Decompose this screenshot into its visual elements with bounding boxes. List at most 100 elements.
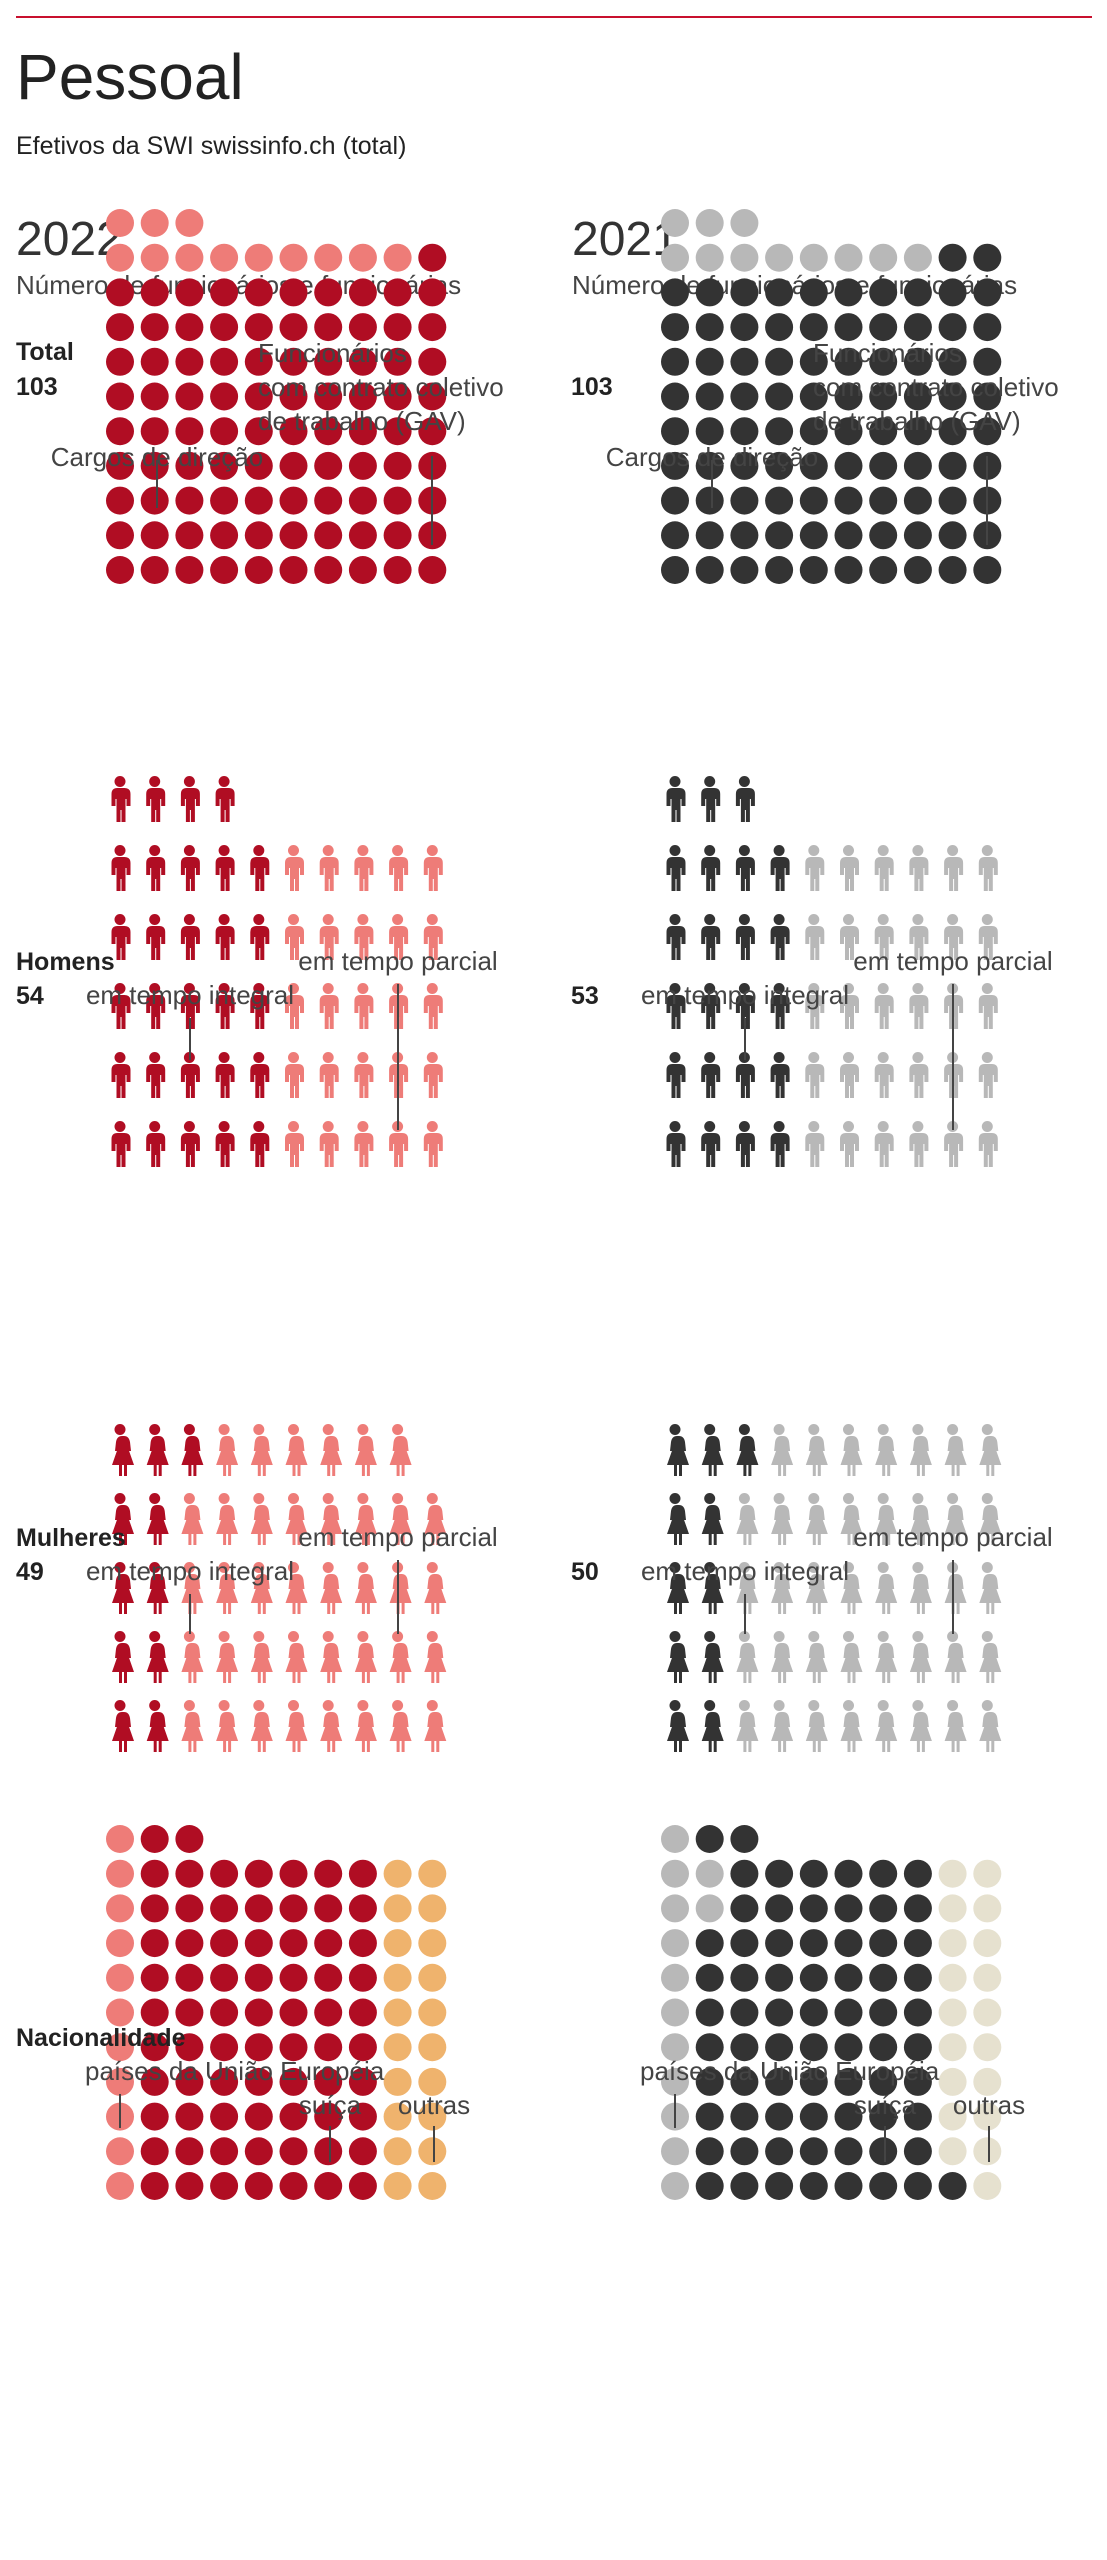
- nationality-icon-2022: [348, 1963, 377, 1992]
- men-icon-2022: [319, 914, 339, 960]
- nationality-icon-2022: [244, 1894, 273, 1923]
- total-icon-2021: [973, 243, 1002, 272]
- nationality-icon-2021: [730, 2033, 759, 2062]
- total-icon-2022: [418, 313, 447, 342]
- total-label-1: com contrato coletivo: [258, 372, 504, 402]
- nationality-icon-2022: [314, 2067, 343, 2096]
- women-icon-2022: [112, 1562, 134, 1614]
- men-icon-2021: [840, 983, 859, 1029]
- men-icon-2022: [215, 845, 235, 891]
- nationality-icon-2021: [869, 1963, 898, 1992]
- total-icon-2022: [175, 243, 204, 272]
- total-icon-2021: [695, 347, 724, 376]
- women-icon-2021: [909, 1562, 932, 1614]
- nationality-icon-2021: [903, 1894, 932, 1923]
- nationality-icon-2021: [695, 2172, 724, 2200]
- men-icon-2022: [285, 983, 304, 1029]
- nationality-icon-2022: [244, 2172, 273, 2200]
- women-icon-2021: [701, 1631, 724, 1683]
- nationality-icon-2022: [383, 1929, 412, 1958]
- total-icon-2022: [140, 486, 169, 515]
- total-icon-2022: [348, 382, 377, 411]
- total-icon-2021: [695, 486, 724, 515]
- total-icon-2021: [695, 417, 724, 446]
- nationality-icon-2021: [730, 2067, 759, 2096]
- total-icon-2022: [279, 556, 308, 584]
- men-icon-2021: [840, 1121, 859, 1167]
- women-icon-2022: [424, 1493, 447, 1545]
- men-icon-2021: [666, 845, 686, 891]
- nationality-icon-2022: [418, 2067, 447, 2096]
- total-icon-2022: [175, 486, 204, 515]
- total-icon-2022: [314, 521, 343, 550]
- nationality-icon-2021: [695, 1859, 724, 1888]
- nationality-icon-2021: [799, 1859, 828, 1888]
- total-icon-2021: [661, 451, 689, 480]
- panel-2022-total: [106, 209, 447, 584]
- total-icon-2021: [765, 313, 794, 342]
- men-icon-2022: [423, 1121, 443, 1167]
- nationality-icon-2021: [834, 1963, 863, 1992]
- women-icon-2021: [909, 1424, 932, 1476]
- total-icon-2022: [279, 417, 308, 446]
- page-subtitle: Efetivos da SWI swissinfo.ch (total): [16, 132, 407, 160]
- men-icon-2021: [701, 845, 721, 891]
- nationality-icon-2022: [314, 2172, 343, 2200]
- nationality-icon-2021: [834, 2033, 863, 2062]
- nationality-icon-2021: [730, 2137, 759, 2166]
- women-icon-2021: [944, 1631, 967, 1683]
- women-icon-2021: [667, 1493, 689, 1545]
- nationality-icon-2021: [799, 2172, 828, 2200]
- women-icon-2021: [771, 1631, 794, 1683]
- men-icon-2021: [909, 1121, 929, 1167]
- total-icon-2022: [279, 382, 308, 411]
- nationality-label-0: países da União Européia: [640, 2056, 940, 2086]
- total-icon-2021: [938, 243, 967, 272]
- nationality-icon-2022: [210, 1998, 239, 2027]
- women-icon-2022: [250, 1493, 273, 1545]
- nationality-icon-2022: [348, 1929, 377, 1958]
- nationality-icon-2021: [695, 1894, 724, 1923]
- total-icon-2021: [695, 382, 724, 411]
- nationality-icon-2022: [244, 2067, 273, 2096]
- total-icon-2021: [973, 417, 1002, 446]
- women-icon-2021: [840, 1562, 863, 1614]
- men-icon-2022: [250, 1121, 270, 1167]
- men-icon-2022: [111, 1052, 131, 1098]
- total-icon-2022: [279, 486, 308, 515]
- women-icon-2021: [875, 1631, 898, 1683]
- men-icon-2021: [805, 914, 825, 960]
- nationality-icon-2022: [140, 2137, 169, 2166]
- nationality-icon-2022: [106, 1825, 134, 1853]
- women-icon-2021: [701, 1424, 724, 1476]
- total-heading: Total: [16, 338, 74, 366]
- total-icon-2021: [695, 556, 724, 584]
- nationality-icon-2022: [348, 1894, 377, 1923]
- total-icon-2021: [695, 313, 724, 342]
- men-icon-2021: [666, 1052, 686, 1098]
- men-label-1: em tempo parcial: [853, 946, 1052, 976]
- men-icon-2022: [215, 1052, 235, 1098]
- nationality-icon-2022: [348, 1859, 377, 1888]
- men-icon-2022: [319, 983, 339, 1029]
- nationality-icon-2021: [730, 2172, 759, 2200]
- women-icon-2022: [112, 1493, 134, 1545]
- total-icon-2021: [661, 278, 689, 307]
- nationality-icon-2022: [106, 1929, 134, 1958]
- top-rule: [16, 16, 1092, 18]
- men-icon-2021: [909, 845, 929, 891]
- men-icon-2022: [215, 914, 235, 960]
- total-icon-2021: [765, 417, 794, 446]
- total-icon-2022: [175, 209, 204, 237]
- nationality-icon-2022: [244, 1963, 273, 1992]
- nationality-icon-2021: [938, 1894, 967, 1923]
- total-icon-2022: [348, 313, 377, 342]
- men-icon-2022: [319, 1121, 339, 1167]
- men-icon-2021: [874, 845, 894, 891]
- women-icon-2022: [354, 1700, 377, 1752]
- nationality-icon-2021: [834, 1998, 863, 2027]
- nationality-icon-2022: [418, 1998, 447, 2027]
- nationality-icon-2021: [869, 2067, 898, 2096]
- total-icon-2022: [210, 417, 239, 446]
- women-icon-2022: [216, 1493, 239, 1545]
